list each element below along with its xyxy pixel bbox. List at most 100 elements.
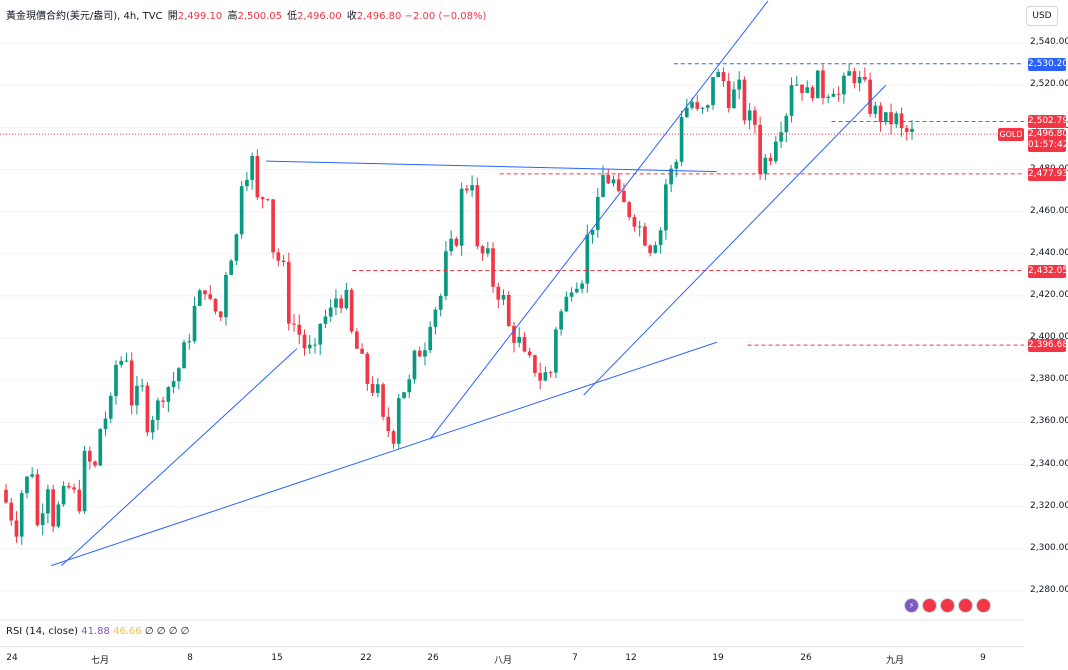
price-level-label: 2,530.20 [1028,57,1068,71]
time-tick-label: 8 [187,653,193,663]
candle-body [643,226,647,246]
candle-body [381,384,385,417]
candle-body [669,168,673,185]
candle-body [150,419,155,433]
candle-body [334,298,338,308]
candle-body [156,400,160,420]
candle-body [250,156,254,180]
us-flag-icon[interactable] [940,598,955,613]
candle-body [852,71,857,84]
candle-body [485,248,490,254]
candle-body [726,81,731,109]
rsi-legend: RSI (14, close) 41.88 46.66 ∅ ∅ ∅ ∅ [6,626,189,637]
candle-body [606,175,611,184]
candle-body [281,260,286,263]
price-level-label: 2,477.93 [1028,167,1068,181]
candle-body [370,383,375,393]
candle-body [302,334,307,349]
price-axis[interactable]: 2,280.00 2,300.00 2,320.00 2,340.00 2,360.00… [1024,0,1068,669]
price-tick-label: 2,440.00 [1030,247,1068,258]
event-icons[interactable]: ⚡ [904,598,991,613]
candle-body [396,398,401,444]
candle-body [527,351,532,356]
bar-countdown: 01:57:42 [1028,140,1068,151]
candle-body [632,217,637,227]
candle-body [4,489,8,503]
time-tick-label: 24 [6,653,18,663]
time-tick-label: 26 [800,653,812,663]
time-tick-label: 八月 [493,656,513,666]
candle-body [135,385,139,406]
candle-body [145,385,150,433]
change-value: −2.00 (−0.08%) [404,11,487,22]
currency-button[interactable]: USD [1026,6,1058,26]
lightning-icon[interactable]: ⚡ [904,598,919,613]
candle-body [213,298,218,312]
candle-body [56,504,61,527]
candle-body [51,489,55,527]
candle-body [753,110,757,125]
candle-body [375,384,380,393]
rsi-ma-value: 46.66 [113,626,142,637]
time-tick-label: 七月 [90,656,110,666]
candle-body [847,71,851,76]
candle-body [465,188,469,191]
candle-body [459,188,464,246]
candle-body [260,197,265,200]
price-level-label: 2,396.68 [1028,339,1068,353]
candle-body [784,115,789,133]
candle-body [491,248,495,287]
candle-body [554,329,558,373]
candle-body [286,262,291,324]
low-value: 2,496.00 [297,11,342,22]
candle-body [857,76,862,84]
candle-body [732,89,736,109]
symbol-tag: GOLD [998,128,1024,142]
high-label: 高 [227,11,238,22]
candle-body [313,344,317,346]
candle-body [910,128,914,132]
open-label: 開 [167,11,178,22]
candle-body [176,368,181,382]
candle-body [789,85,794,116]
price-tick-label: 2,420.00 [1030,289,1068,300]
candle-body [737,79,742,90]
candle-body [339,298,344,309]
time-tick-label: 12 [625,653,637,663]
candle-body [543,372,548,381]
trendline [61,348,298,567]
candle-body [438,296,443,310]
candle-body [873,105,878,114]
candle-body [580,283,584,289]
candle-body [548,372,553,374]
candle-body [292,323,296,325]
candle-body [98,429,103,466]
candle-body [747,110,752,121]
candle-body [412,350,417,380]
us-flag-icon[interactable] [976,598,991,613]
us-flag-icon[interactable] [922,598,937,613]
time-axis[interactable]: 24 七月 8 15 22 26 八月 7 12 19 26 九月 9 [0,646,1024,670]
rsi-value: 41.88 [81,626,110,637]
candle-body [72,487,76,490]
candle-body [355,331,359,349]
price-tick-label: 2,340.00 [1030,458,1068,469]
candle-body [307,344,312,349]
candle-body [904,128,909,132]
price-level-label: 2,432.05 [1028,264,1068,278]
candle-body [35,474,40,526]
candle-body [108,395,113,419]
candle-body [664,184,668,231]
us-flag-icon[interactable] [958,598,973,613]
candle-body [637,226,642,228]
candle-body [171,381,176,388]
time-tick-label: 九月 [885,656,905,666]
price-chart[interactable] [0,0,1024,646]
candle-body [428,326,433,351]
time-tick-label: 19 [712,653,724,663]
price-tick-label: 2,540.00 [1030,37,1068,48]
rsi-title: RSI (14, close) [6,626,79,637]
candle-body [742,79,747,121]
symbol-title: 黃金現價合約(美元/盎司), 4h, TVC [6,11,163,22]
price-tick-label: 2,380.00 [1030,374,1068,385]
